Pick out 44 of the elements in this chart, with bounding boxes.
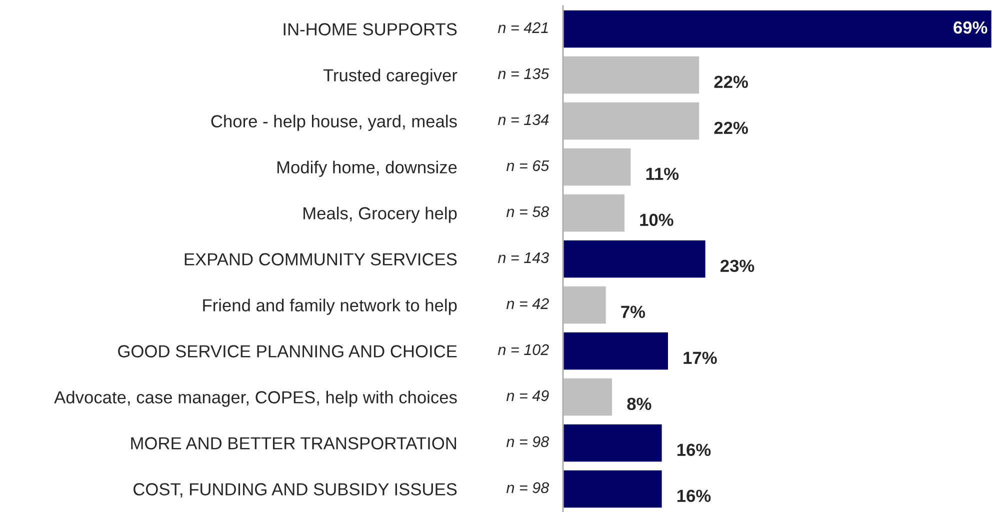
bar	[563, 146, 632, 188]
data-label: 8%	[627, 398, 652, 410]
text: n = 98	[506, 436, 550, 448]
y-tick-label: Friend and family network to help	[203, 298, 457, 315]
bar	[563, 54, 700, 96]
text: n = 98	[506, 482, 550, 494]
text: n = 102	[498, 344, 549, 356]
y-tick-label: COST, FUNDING AND SUBSIDY ISSUES	[134, 483, 457, 498]
y-tick-label: Modify home, downsize	[277, 160, 457, 177]
data-label: 17%	[684, 352, 717, 364]
text: n = 143	[498, 252, 549, 264]
data-label: 22%	[714, 122, 748, 134]
y-tick-label: Trusted caregiver	[323, 68, 458, 85]
y-tick-label: Chore - help house, yard, meals	[211, 114, 457, 131]
data-label: 23%	[720, 260, 754, 272]
data-label: 16%	[677, 490, 711, 502]
data-label: 11%	[646, 168, 679, 180]
data-label: 22%	[714, 76, 748, 88]
y-tick-label: Meals, Grocery help	[304, 206, 457, 223]
data-label: 10%	[640, 214, 674, 226]
bar	[563, 330, 670, 372]
bar	[563, 238, 707, 280]
text: n = 421	[498, 22, 548, 33]
text: n = 135	[498, 68, 550, 80]
data-label: 7%	[621, 306, 646, 318]
bar	[563, 192, 626, 234]
bar	[563, 284, 608, 326]
y-tick-label: MORE AND BETTER TRANSPORTATION	[131, 437, 456, 450]
bar	[563, 422, 664, 464]
text: n = 42	[506, 298, 549, 309]
text: n = 65	[506, 160, 550, 172]
y-tick-label: Advocate, case manager, COPES, help with choices	[54, 390, 457, 407]
text: n = 134	[498, 114, 549, 126]
bar	[563, 100, 700, 142]
bar	[563, 468, 664, 510]
bar	[563, 8, 992, 50]
text: n = 49	[506, 390, 549, 402]
text: n = 58	[506, 206, 550, 218]
y-tick-label: EXPAND COMMUNITY SERVICES	[184, 253, 457, 266]
data-label: 69%	[954, 21, 988, 34]
y-tick-label: GOOD SERVICE PLANNING AND CHOICE	[118, 345, 457, 358]
bar	[563, 376, 614, 418]
data-label: 16%	[677, 444, 711, 456]
y-tick-label: IN-HOME SUPPORTS	[284, 23, 457, 36]
